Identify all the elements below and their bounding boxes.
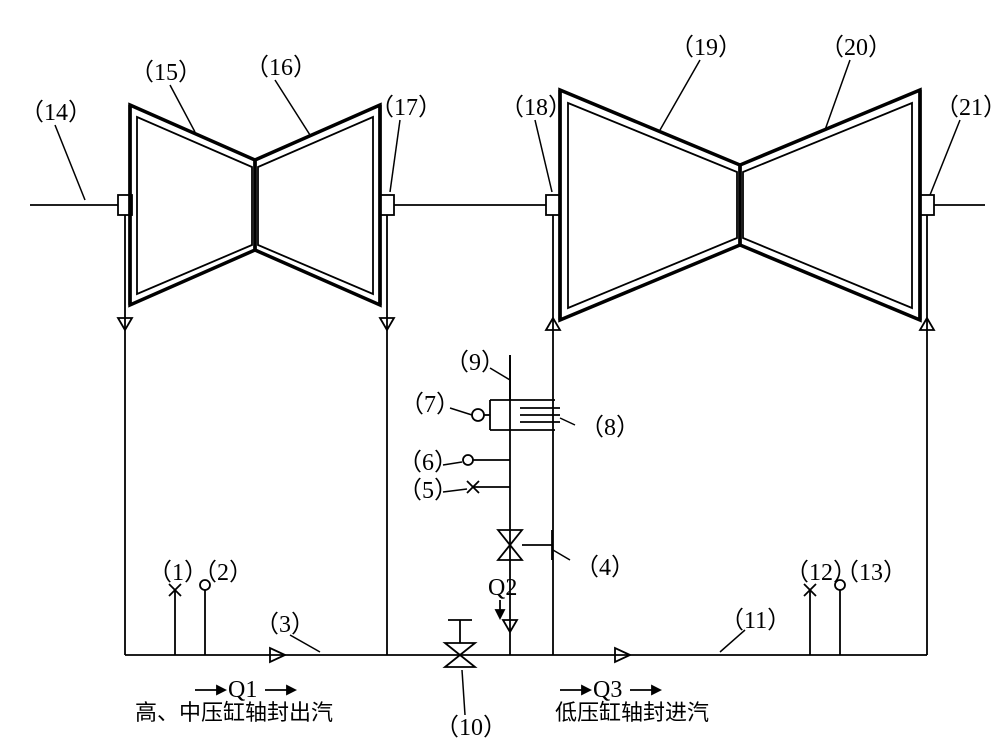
cn-right-label: 低压缸轴封进汽 [555, 700, 709, 725]
label-19: （19） [670, 35, 742, 61]
schematic-diagram: （14） （15） （16） （17） （18） （19） （20） （21） … [0, 0, 1000, 755]
label-9: （9） [445, 350, 505, 376]
flow-q2: Q2 [488, 575, 517, 601]
label-5: （5） [398, 478, 458, 504]
label-2: （2） [193, 560, 253, 586]
label-13: （13） [835, 560, 907, 586]
label-10: （10） [435, 715, 507, 741]
label-14: （14） [20, 100, 92, 126]
label-17: （17） [370, 95, 442, 121]
label-15: （15） [130, 60, 202, 86]
label-21: （21） [935, 95, 1000, 121]
label-11: （11） [720, 608, 791, 634]
label-8: （8） [580, 415, 640, 441]
label-20: （20） [820, 35, 892, 61]
cn-left-label: 高、中压缸轴封出汽 [135, 700, 333, 725]
label-7: （7） [400, 392, 460, 418]
label-6: （6） [398, 450, 458, 476]
label-18: （18） [500, 95, 572, 121]
label-3: （3） [255, 612, 315, 638]
label-4: （4） [575, 555, 635, 581]
label-16: （16） [245, 55, 317, 81]
